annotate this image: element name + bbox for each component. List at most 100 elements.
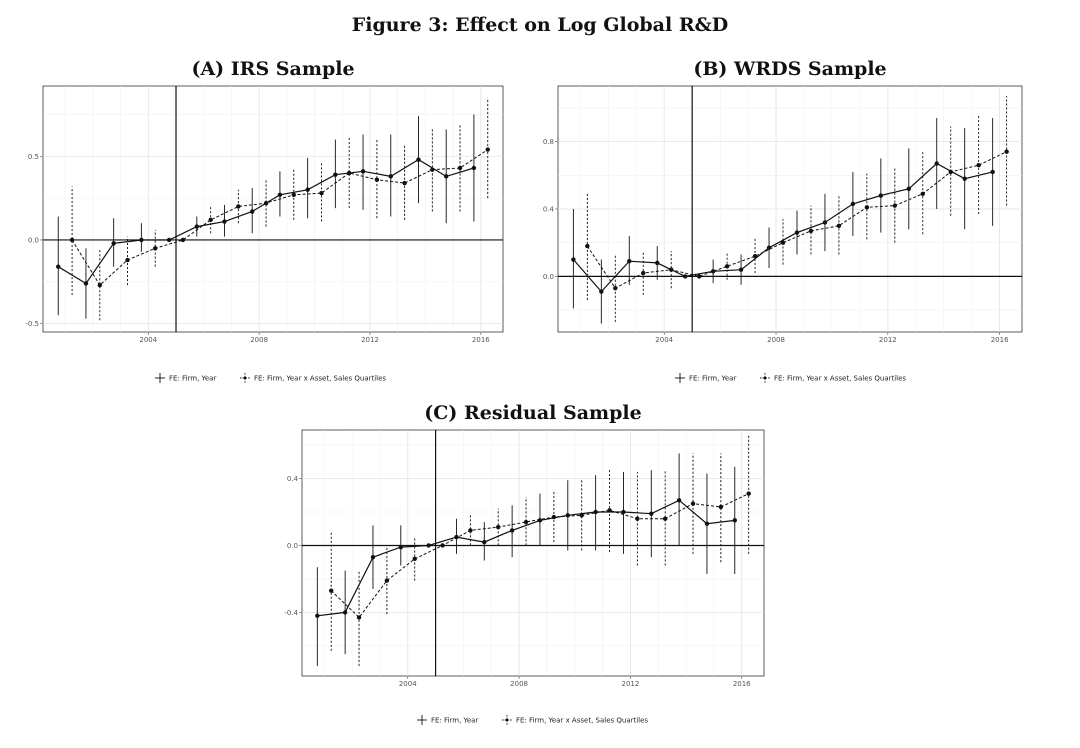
data-point bbox=[370, 554, 376, 560]
series-line bbox=[71, 149, 489, 286]
legend-key-dot bbox=[243, 376, 247, 380]
legend-label-solid: FE: Firm, Year bbox=[689, 375, 736, 383]
data-point bbox=[850, 201, 856, 207]
data-point bbox=[746, 491, 751, 496]
data-point bbox=[263, 200, 269, 206]
series-line bbox=[586, 151, 1007, 289]
data-point bbox=[97, 282, 103, 288]
series-dashed bbox=[69, 97, 490, 321]
data-point bbox=[315, 613, 320, 618]
x-tick-label: 2012 bbox=[879, 336, 897, 344]
y-tick-label: -0.4 bbox=[284, 609, 298, 617]
plot-frame bbox=[301, 429, 765, 677]
data-point bbox=[976, 162, 981, 168]
data-point bbox=[551, 514, 557, 520]
data-point bbox=[948, 169, 953, 175]
data-point bbox=[669, 267, 674, 272]
x-tick-label: 2008 bbox=[510, 680, 528, 688]
plot-frame bbox=[42, 85, 504, 333]
data-point bbox=[412, 556, 417, 562]
data-point bbox=[56, 264, 61, 269]
data-point bbox=[468, 528, 473, 533]
legend-label-dashed: FE: Firm, Year x Asset, Sales Quartiles bbox=[254, 375, 386, 383]
data-point bbox=[808, 228, 814, 234]
data-point bbox=[111, 241, 116, 246]
data-point bbox=[662, 516, 668, 521]
panel-c-legend: FE: Firm, Year FE: Firm, Year x Asset, Sa… bbox=[417, 715, 648, 725]
data-point bbox=[892, 203, 898, 208]
data-point bbox=[962, 176, 967, 181]
data-point bbox=[836, 223, 842, 229]
data-point bbox=[864, 205, 870, 210]
data-point bbox=[277, 192, 283, 197]
data-point bbox=[920, 191, 925, 197]
x-tick-label: 2004 bbox=[399, 680, 417, 688]
data-point bbox=[571, 257, 576, 262]
x-tick-label: 2016 bbox=[733, 680, 751, 688]
data-point bbox=[329, 588, 334, 593]
data-point bbox=[471, 165, 477, 171]
data-point bbox=[682, 274, 688, 279]
data-point bbox=[878, 193, 884, 198]
y-tick-label: 0.5 bbox=[28, 153, 39, 161]
data-point bbox=[676, 498, 682, 503]
data-point bbox=[635, 516, 640, 521]
data-point bbox=[125, 257, 130, 263]
data-point bbox=[347, 170, 352, 176]
data-point bbox=[333, 172, 338, 177]
data-point bbox=[416, 157, 421, 162]
data-point bbox=[440, 543, 445, 548]
data-point bbox=[641, 270, 646, 276]
data-point bbox=[485, 147, 490, 152]
x-tick-label: 2016 bbox=[991, 336, 1009, 344]
data-point bbox=[291, 192, 296, 197]
data-point bbox=[430, 167, 435, 172]
legend-label-dashed: FE: Firm, Year x Asset, Sales Quartiles bbox=[516, 717, 648, 725]
data-point bbox=[402, 180, 407, 186]
data-point bbox=[384, 578, 390, 583]
data-point bbox=[208, 217, 213, 223]
data-point bbox=[443, 174, 449, 179]
data-point bbox=[180, 237, 186, 243]
data-point bbox=[356, 615, 362, 620]
series-dashed bbox=[329, 435, 751, 666]
data-point bbox=[426, 543, 431, 548]
data-point bbox=[565, 513, 570, 518]
legend-key-dot bbox=[505, 718, 509, 722]
x-tick-label: 2016 bbox=[472, 336, 490, 344]
data-point bbox=[710, 269, 716, 274]
legend-label-dashed: FE: Firm, Year x Asset, Sales Quartiles bbox=[774, 375, 906, 383]
panel-b-legend: FE: Firm, Year FE: Firm, Year x Asset, Sa… bbox=[675, 373, 906, 383]
panel-a-plot: 2004 2008 2012 2016 -0.5 0.0 0.5 bbox=[25, 85, 504, 344]
y-tick-label: 0.4 bbox=[287, 475, 299, 483]
data-point bbox=[360, 169, 366, 174]
data-point bbox=[250, 209, 255, 214]
data-point bbox=[1004, 149, 1009, 154]
data-point bbox=[585, 243, 590, 249]
y-tick-label: 0.0 bbox=[287, 542, 298, 550]
data-point bbox=[906, 186, 911, 191]
legend-key-dot bbox=[763, 376, 767, 380]
data-point bbox=[139, 237, 144, 243]
data-point bbox=[732, 518, 737, 523]
y-tick-label: 0.0 bbox=[28, 236, 39, 244]
data-point bbox=[319, 190, 324, 196]
y-tick-label: 0.0 bbox=[543, 273, 554, 281]
data-point bbox=[649, 511, 654, 516]
series-solid bbox=[56, 114, 477, 319]
data-point bbox=[153, 246, 158, 251]
data-point bbox=[509, 528, 515, 533]
data-point bbox=[607, 508, 612, 513]
data-point bbox=[738, 267, 744, 272]
data-point bbox=[69, 237, 75, 243]
data-point bbox=[696, 274, 702, 279]
data-point bbox=[690, 501, 696, 506]
data-point bbox=[934, 161, 939, 166]
data-point bbox=[724, 264, 730, 269]
data-point bbox=[236, 204, 241, 209]
data-point bbox=[794, 230, 800, 235]
data-point bbox=[627, 259, 632, 264]
figure-title: Figure 3: Effect on Log Global R&D bbox=[351, 14, 729, 36]
data-point bbox=[496, 524, 501, 530]
